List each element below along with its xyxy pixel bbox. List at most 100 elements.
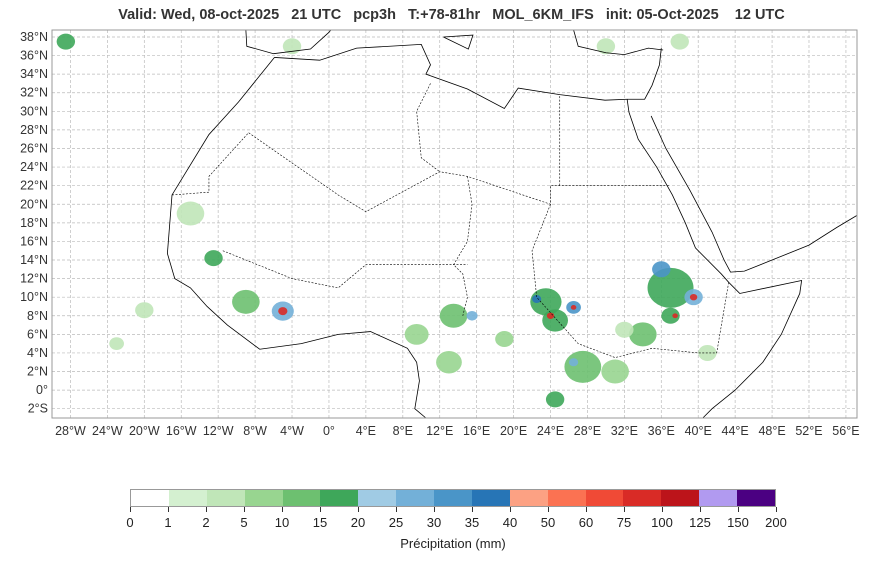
lat-label: 8°N [27,309,48,323]
colorbar-swatch [206,490,245,506]
colorbar-swatch [282,490,321,506]
lat-label: 2°S [28,402,48,416]
colorbar-tick-label: 125 [689,515,711,530]
lon-label: 40°E [685,424,712,438]
colorbar-tick-label: 30 [426,515,442,530]
lon-label: 52°E [795,424,822,438]
lat-label: 18°N [20,216,48,230]
lon-label: 12°W [203,424,234,438]
map-title: Valid: Wed, 08-oct-2025 21 UTC pcp3h T:+… [118,7,785,23]
lat-label: 32°N [20,86,48,100]
lat-label: 22°N [20,179,48,193]
colorbar-tick-mark [776,507,777,512]
lat-label: 28°N [20,123,48,137]
lat-label: 36°N [20,49,48,63]
colorbar-tick-label: 150 [727,515,749,530]
colorbar-tick-label: 15 [312,515,328,530]
lon-label: 12°E [426,424,453,438]
country-border [171,132,249,196]
colorbar-tick-label: 75 [616,515,632,530]
colorbar-swatch [585,490,624,506]
precip-cell [564,350,602,383]
lon-label: 20°W [129,424,160,438]
precip-cell [615,321,634,338]
colorbar-tick-mark [244,507,245,512]
colorbar-swatch [168,490,207,506]
precip-cell [670,33,689,50]
colorbar-swatch [358,490,397,506]
precip-cell [282,38,302,55]
colorbar-tick-label: 50 [540,515,556,530]
colorbar-label: Précipitation (mm) [400,536,506,551]
coastline [626,99,803,419]
precip-cell [439,303,468,328]
colorbar-tick-label: 0 [126,515,134,530]
lon-label: 4°E [356,424,376,438]
lon-label: 36°E [648,424,675,438]
lon-label: 4°W [280,424,304,438]
colorbar-tick-label: 20 [350,515,366,530]
precip-cell [109,337,124,351]
lat-label: 30°N [20,104,48,118]
colorbar-tick-label: 35 [464,515,480,530]
colorbar-swatch [471,490,510,506]
colorbar-tick-label: 60 [578,515,594,530]
colorbar-tick-mark [434,507,435,512]
map-frame [51,29,858,419]
lat-label: 6°N [27,327,48,341]
colorbar-tick-label: 5 [240,515,248,530]
lat-label: 24°N [20,160,48,174]
lat-label: 0° [36,383,48,397]
colorbar-tick-mark [738,507,739,512]
lat-label: 34°N [20,67,48,81]
colorbar-tick-mark [548,507,549,512]
lon-label: 28°E [574,424,601,438]
lon-label: 24°E [537,424,564,438]
colorbar-tick-mark [130,507,131,512]
colorbar-tick-label: 100 [651,515,673,530]
precip-cell [568,358,579,367]
lat-label: 16°N [20,234,48,248]
precip-cell [135,302,154,319]
precip-cell [278,307,288,316]
precip-cell [652,261,671,278]
precip-cell [596,38,616,55]
precip-cell [546,312,555,319]
precip-cell [176,201,205,226]
colorbar-tick-mark [586,507,587,512]
colorbar-swatch [131,490,169,506]
precip-cell [404,323,429,345]
colorbar [130,489,776,507]
lon-label: 44°E [722,424,749,438]
country-border [222,250,468,289]
country-border [416,83,440,172]
colorbar-swatch [699,490,737,506]
lon-label: 20°E [500,424,527,438]
precip-cell [545,391,565,408]
precipitation-map: 38°N 36°N 34°N 32°N 30°N 28°N 26°N 24°N 22°N 20°N… [20,29,860,438]
precip-cell [56,33,76,50]
lon-label: 16°W [166,424,197,438]
lon-label: 24°W [92,424,123,438]
colorbar-tick-label: 2 [202,515,210,530]
colorbar-tick-mark [700,507,701,512]
colorbar-swatch [737,490,775,506]
coastline [650,115,858,273]
coastline [573,29,664,56]
precip-cell [601,359,629,384]
lon-label: 32°E [611,424,638,438]
colorbar-tick-mark [662,507,663,512]
precip-cell [232,289,260,314]
colorbar-tick-label: 40 [502,515,518,530]
lat-label: 2°N [27,365,48,379]
precip-cell [436,351,462,374]
precip-cell [530,288,562,316]
lon-label: 8°W [243,424,267,438]
precip-cell [495,331,514,348]
country-border [248,132,670,213]
colorbar-swatch [244,490,283,506]
lat-label: 10°N [20,290,48,304]
lon-label: 0° [323,424,335,438]
lon-label: 8°E [393,424,413,438]
precip-cell [689,293,698,301]
